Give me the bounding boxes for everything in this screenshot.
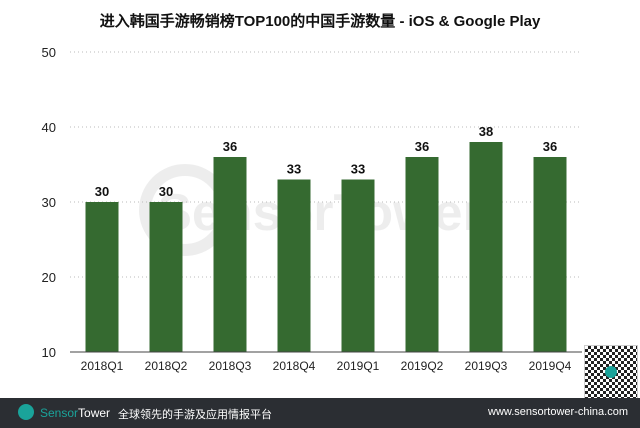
x-tick-label: 2018Q3 (209, 359, 252, 373)
bar (469, 142, 503, 352)
x-tick-label: 2018Q4 (273, 359, 316, 373)
data-label: 36 (223, 139, 237, 154)
y-tick-label: 30 (42, 195, 56, 210)
data-label: 36 (543, 139, 557, 154)
x-tick-label: 2018Q1 (81, 359, 124, 373)
x-tick-label: 2019Q3 (465, 359, 508, 373)
y-tick-label: 20 (42, 270, 56, 285)
x-tick-label: 2019Q1 (337, 359, 380, 373)
footer-bar: SensorTower 全球领先的手游及应用情报平台 www.sensortow… (0, 398, 640, 428)
data-label: 33 (351, 162, 365, 177)
data-label: 30 (159, 184, 173, 199)
bar (341, 179, 375, 352)
bar (405, 157, 439, 352)
y-tick-label: 50 (42, 45, 56, 60)
bar (533, 157, 567, 352)
slogan: 全球领先的手游及应用情报平台 (118, 409, 272, 421)
data-label: 30 (95, 184, 109, 199)
bar-chart: SensorTower1020304050302018Q1302018Q2362… (42, 45, 582, 373)
data-label: 38 (479, 124, 493, 139)
qr-code (584, 345, 638, 399)
bar (85, 202, 119, 352)
website-link[interactable]: www.sensortower-china.com (488, 406, 628, 418)
brand-part-sensor: Sensor (40, 406, 79, 420)
x-tick-label: 2018Q2 (145, 359, 188, 373)
chart-title: 进入韩国手游畅销榜TOP100的中国手游数量 - iOS & Google Pl… (99, 13, 541, 30)
brand-part-tower: Tower (78, 406, 111, 420)
y-tick-label: 40 (42, 120, 56, 135)
y-tick-label: 10 (42, 345, 56, 360)
sensortower-logo-icon (18, 404, 34, 420)
bar (149, 202, 183, 352)
data-label: 36 (415, 139, 429, 154)
bar (213, 157, 247, 352)
brand-name: SensorTower (40, 406, 110, 420)
bar (277, 179, 311, 352)
data-label: 33 (287, 162, 301, 177)
x-tick-label: 2019Q2 (401, 359, 444, 373)
x-tick-label: 2019Q4 (529, 359, 572, 373)
